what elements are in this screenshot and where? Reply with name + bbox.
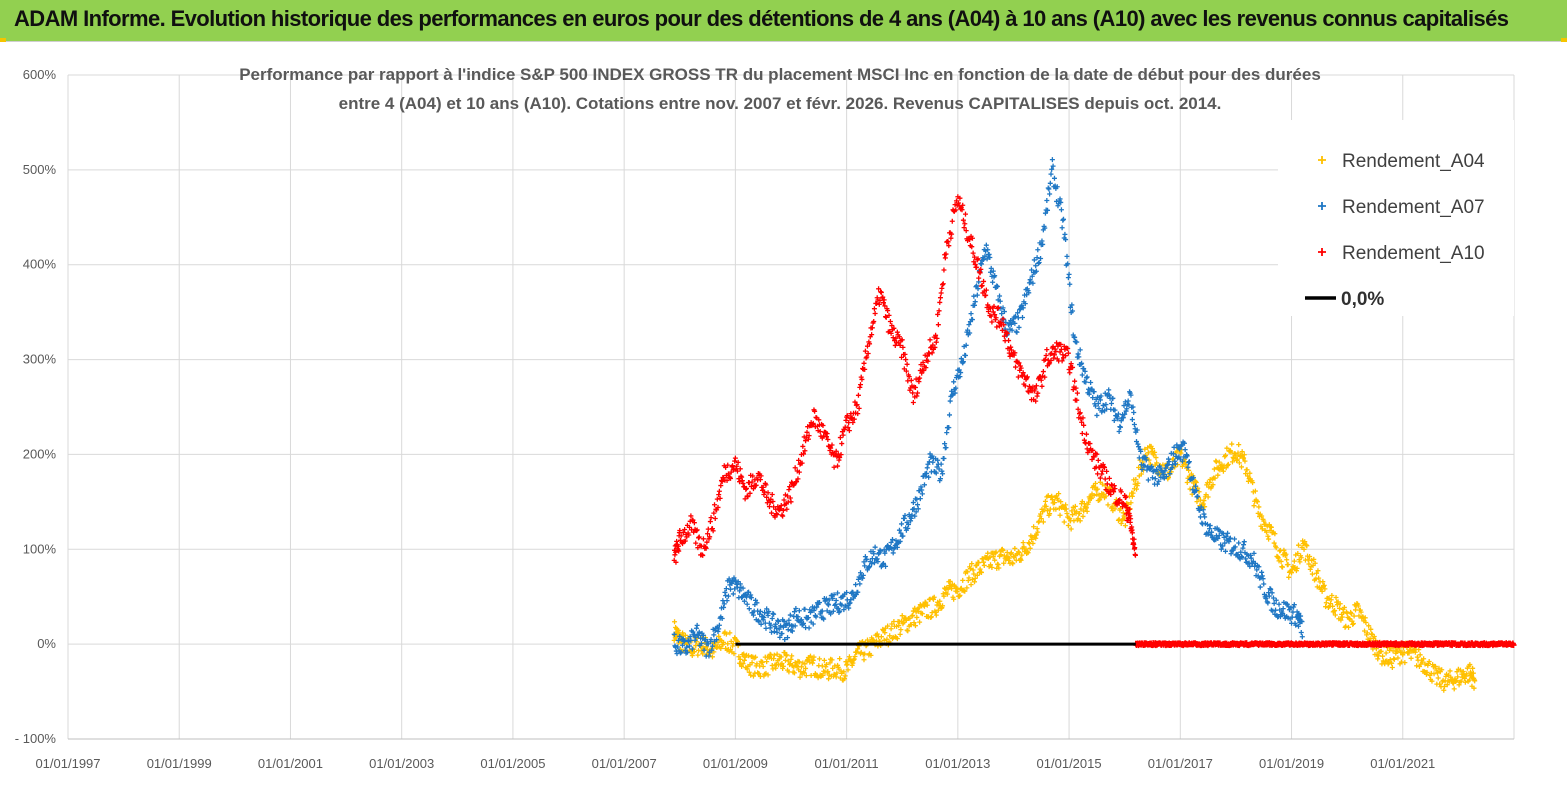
x-tick-label: 01/01/2003 [369, 756, 434, 771]
gridlines [67, 74, 1515, 740]
y-tick-label: 400% [23, 257, 57, 272]
y-tick-label: 200% [23, 446, 57, 461]
x-tick-label: 01/01/2019 [1259, 756, 1324, 771]
x-tick-label: 01/01/2011 [815, 756, 879, 771]
legend-swatch [1318, 156, 1326, 164]
legend: Rendement_A04 Rendement_A07 Rendement_A10 0… [1305, 151, 1485, 310]
chart-title-line-1: Performance par rapport à l'indice S&P 5… [239, 65, 1321, 84]
legend-background [1278, 120, 1514, 316]
y-tick-label: 0% [37, 636, 56, 651]
series-rendement_a10 [671, 194, 1138, 565]
y-tick-label: 300% [23, 352, 57, 367]
x-tick-label: 01/01/2005 [480, 756, 545, 771]
legend-label: Rendement_A10 [1342, 243, 1485, 264]
y-tick-label: 600% [23, 67, 57, 82]
legend-swatch [1318, 202, 1326, 210]
x-tick-label: 01/01/1999 [147, 756, 212, 771]
scatter-markers-rendement_a10_zero [1132, 640, 1517, 649]
y-tick-label: 500% [23, 162, 57, 177]
banner-title: ADAM Informe. Evolution historique des p… [14, 6, 1509, 31]
x-tick-label: 01/01/2021 [1370, 756, 1435, 771]
x-tick-label: 01/01/2001 [258, 756, 323, 771]
x-tick-label: 01/01/2017 [1148, 756, 1213, 771]
header-banner: ADAM Informe. Evolution historique des p… [0, 0, 1567, 42]
chart-title-line-2: entre 4 (A04) et 10 ans (A10). Cotations… [339, 94, 1222, 113]
chart: 600% 500% 400% 300% 200% 100% 0% - 100% 01/01/1… [0, 42, 1567, 790]
series-rendement_a07 [671, 157, 1305, 659]
x-tick-label: 01/01/2009 [703, 756, 768, 771]
x-tick-label: 01/01/2013 [925, 756, 990, 771]
legend-swatch [1318, 248, 1326, 256]
x-tick-label: 01/01/2015 [1037, 756, 1102, 771]
legend-label: Rendement_A04 [1342, 151, 1485, 172]
plot-area [671, 157, 1517, 693]
x-tick-label: 01/01/1997 [35, 756, 100, 771]
y-axis: 600% 500% 400% 300% 200% 100% 0% - 100% [15, 67, 57, 746]
corner-mark-top-left [0, 38, 6, 44]
y-tick-label: - 100% [15, 731, 57, 746]
x-tick-label: 01/01/2007 [592, 756, 657, 771]
corner-mark-top-right [1561, 38, 1567, 44]
legend-label: 0,0% [1341, 289, 1384, 310]
x-axis: 01/01/1997 01/01/1999 01/01/2001 01/01/2003… [35, 756, 1435, 771]
y-tick-label: 100% [23, 541, 57, 556]
scatter-markers-rendement_a10 [671, 194, 1138, 565]
series-rendement_a10_zero [1132, 640, 1517, 649]
scatter-markers-rendement_a07 [671, 157, 1305, 659]
scatter-markers-rendement_a04 [671, 441, 1478, 693]
legend-label: Rendement_A07 [1342, 197, 1485, 218]
series-rendement_a04 [671, 441, 1478, 693]
